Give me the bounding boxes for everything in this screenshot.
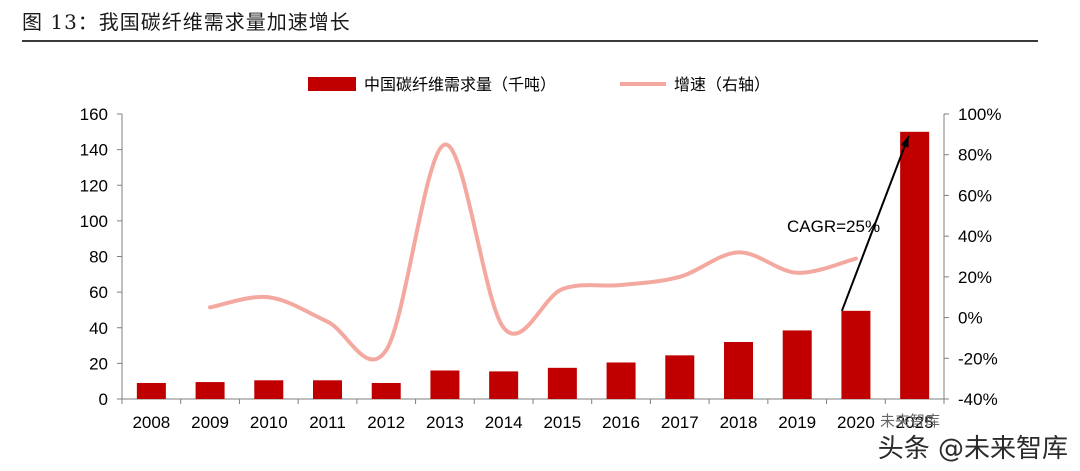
x-tick-label: 2013 [426,413,464,432]
bar [606,362,636,399]
left-tick-label: 40 [89,319,108,338]
x-tick-label: 2011 [309,413,346,432]
bar [841,310,871,399]
bar [371,382,401,399]
bar [489,371,519,399]
x-tick-label: 2019 [778,413,816,432]
x-tick-label: 2010 [250,413,288,432]
right-tick-label: 20% [958,268,992,287]
right-tick-label: 40% [958,227,992,246]
left-tick-label: 120 [80,176,108,195]
bar [724,342,753,399]
cagr-arrow-head [900,135,909,148]
watermark-top: 未来智库 [880,412,941,430]
x-tick-label: 2017 [661,413,699,432]
right-tick-label: -20% [958,349,998,368]
line-series [208,142,858,362]
right-tick-label: 60% [958,186,992,205]
left-tick-label: 160 [80,105,108,124]
left-tick-label: 80 [89,248,108,267]
cagr-annotation: CAGR=25% [787,135,910,312]
x-tick-label: 2008 [132,413,170,432]
left-tick-label: 140 [80,141,108,160]
bar [900,131,930,399]
left-tick-label: 60 [89,283,108,302]
bar [195,382,225,399]
legend-label-bar: 中国碳纤维需求量（千吨） [364,75,556,94]
cagr-arrow-line [840,135,910,312]
bar [313,380,342,399]
right-tick-label: 80% [958,146,992,165]
left-tick-label: 100 [80,212,108,231]
x-tick-label: 2015 [543,413,581,432]
title-divider [22,40,1038,42]
left-tick-label: 0 [99,390,108,409]
x-tick-label: 2012 [367,413,405,432]
right-tick-label: -40% [958,390,998,409]
x-tick-label: 2020 [837,413,875,432]
growth-line [208,142,858,362]
right-tick-label: 100% [958,105,1001,124]
bar [665,355,695,399]
cagr-label: CAGR=25% [787,217,880,236]
bar [430,370,460,399]
bar [254,380,284,399]
figure-title: 图 13：我国碳纤维需求量加速增长 [22,10,351,34]
right-tick-label: 0% [958,309,983,328]
x-tick-label: 2016 [602,413,640,432]
left-tick-label: 20 [89,354,108,373]
legend-label-line: 增速（右轴） [674,75,770,94]
x-tick-label: 2025 [896,413,934,432]
legend-swatch-bar [308,77,356,91]
bar-series [136,131,930,399]
bar [547,367,577,399]
bar [136,382,166,399]
legend: 中国碳纤维需求量（千吨） 增速（右轴） [308,75,770,94]
x-tick-label: 2014 [485,413,523,432]
x-tick-label: 2009 [191,413,229,432]
x-tick-label: 2018 [720,413,758,432]
watermark-bottom: 头条 @未来智库 [877,434,1068,464]
bar [782,330,812,399]
